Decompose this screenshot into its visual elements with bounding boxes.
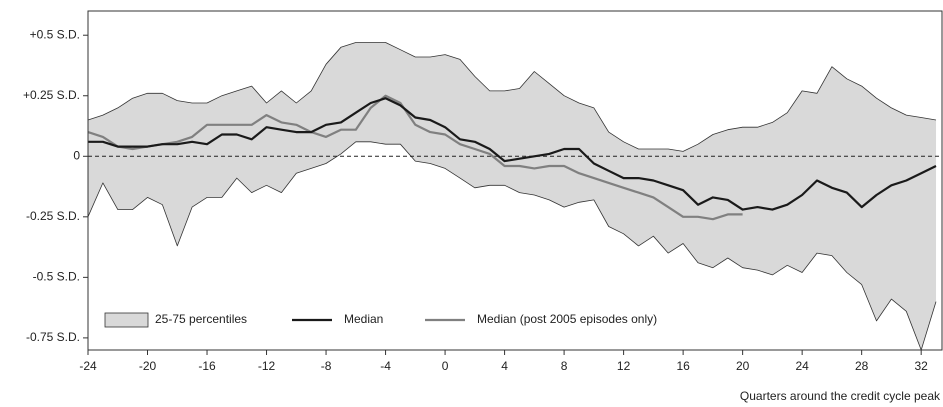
x-tick-label: 20 [736, 359, 750, 373]
y-tick-label: -0.25 S.D. [26, 209, 80, 223]
x-tick-label: 32 [914, 359, 928, 373]
y-tick-label: -0.5 S.D. [33, 270, 80, 284]
x-axis-label: Quarters around the credit cycle peak [740, 389, 941, 403]
band-area [88, 42, 937, 350]
x-tick-label: 28 [855, 359, 869, 373]
line-series [87, 94, 743, 221]
y-tick-label: +0.5 S.D. [30, 27, 80, 41]
band-upper-line [87, 42, 937, 152]
x-tick-label: -24 [79, 359, 97, 373]
x-tick-label: 0 [442, 359, 449, 373]
plot-frame [87, 10, 943, 351]
x-tick-label: -4 [380, 359, 391, 373]
band-lower-line [87, 141, 937, 351]
y-tick-label: +0.25 S.D. [23, 88, 80, 102]
x-tick-label: 16 [676, 359, 690, 373]
x-tick-label: 12 [617, 359, 631, 373]
x-tick-label: 8 [561, 359, 568, 373]
x-tick-label: 4 [501, 359, 508, 373]
x-tick-label: -12 [258, 359, 276, 373]
x-tick-label: -20 [139, 359, 157, 373]
legend-label: Median (post 2005 episodes only) [477, 312, 657, 326]
x-tick-label: 24 [795, 359, 809, 373]
line-series [88, 97, 937, 211]
legend-label: 25-75 percentiles [155, 312, 247, 326]
y-tick-label: -0.75 S.D. [26, 330, 80, 344]
legend-label: Median [344, 312, 383, 326]
y-tick-label: 0 [73, 148, 80, 162]
x-tick-label: -8 [321, 359, 332, 373]
legend-swatch [104, 312, 149, 328]
x-tick-label: -16 [198, 359, 216, 373]
